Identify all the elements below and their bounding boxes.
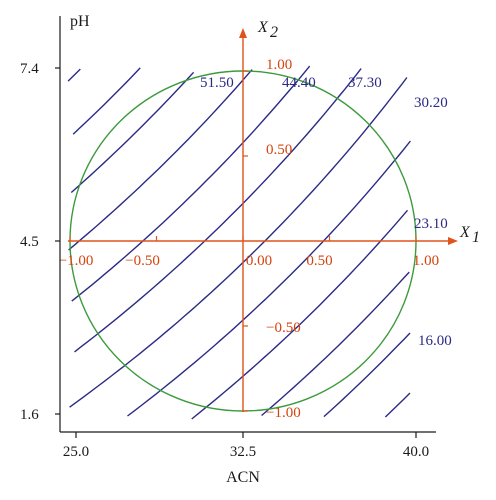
coded-x-tick-label: −0.50 (125, 253, 160, 269)
coded-x-tick-label: 0.00 (246, 253, 272, 269)
x-tick-label: 32.5 (230, 444, 256, 460)
contour-label-30-20: 30.20 (414, 95, 448, 111)
y-axis-title: pH (70, 13, 90, 30)
coded-x-axis-title: X (459, 224, 471, 241)
contour-label-16-00: 16.00 (418, 333, 452, 349)
contour-line-5 (323, 332, 411, 418)
contour-line-13 (70, 71, 195, 194)
coded-y-arrow-icon (239, 28, 247, 38)
coded-y-tick-label: −1.00 (266, 405, 301, 421)
contour-line-12 (68, 69, 253, 251)
y-tick-label: 1.6 (20, 407, 39, 423)
coded-y-axis-subscript: 2 (270, 24, 278, 41)
contour-line-14 (72, 67, 141, 135)
coded-x-tick-label: −1.00 (59, 253, 94, 269)
contour-line-11 (71, 65, 311, 302)
contour-label-51-50: 51.50 (200, 75, 234, 91)
coded-x-arrow-icon (448, 237, 458, 245)
coded-y-axis-title: X (257, 19, 269, 36)
contour-line-7 (191, 209, 409, 420)
coded-x-tick-label: 0.50 (306, 253, 332, 269)
y-tick-label: 4.5 (20, 234, 39, 250)
coded-x-axis-subscript: 1 (472, 229, 480, 246)
contour-line-15 (67, 68, 81, 82)
contour-line-8 (127, 140, 411, 417)
contour-label-44-40: 44.40 (282, 75, 316, 91)
y-tick-label: 7.4 (20, 61, 39, 77)
x-tick-label: 40.0 (403, 444, 429, 460)
contour-line-6 (261, 271, 410, 417)
contour-label-23-10: 23.10 (414, 216, 448, 232)
contour-line-9 (69, 77, 408, 408)
x-axis-title: ACN (226, 469, 260, 486)
x-tick-label: 25.0 (63, 444, 89, 460)
contour-line-4 (384, 392, 411, 418)
contour-label-37-30: 37.30 (348, 75, 382, 91)
coded-axes: −1.00 −0.50 0.00 0.50 1.00 1.00 0.50 −0.50 −1.00 (59, 28, 458, 421)
outer-axes (55, 16, 436, 438)
coded-y-tick-label: 1.00 (266, 57, 292, 73)
contour-lines (67, 65, 411, 420)
contour-line-10 (74, 68, 362, 353)
coded-y-tick-label: −0.50 (266, 320, 301, 336)
coded-x-tick-label: 1.00 (413, 253, 439, 269)
coded-y-tick-label: 0.50 (266, 142, 292, 158)
